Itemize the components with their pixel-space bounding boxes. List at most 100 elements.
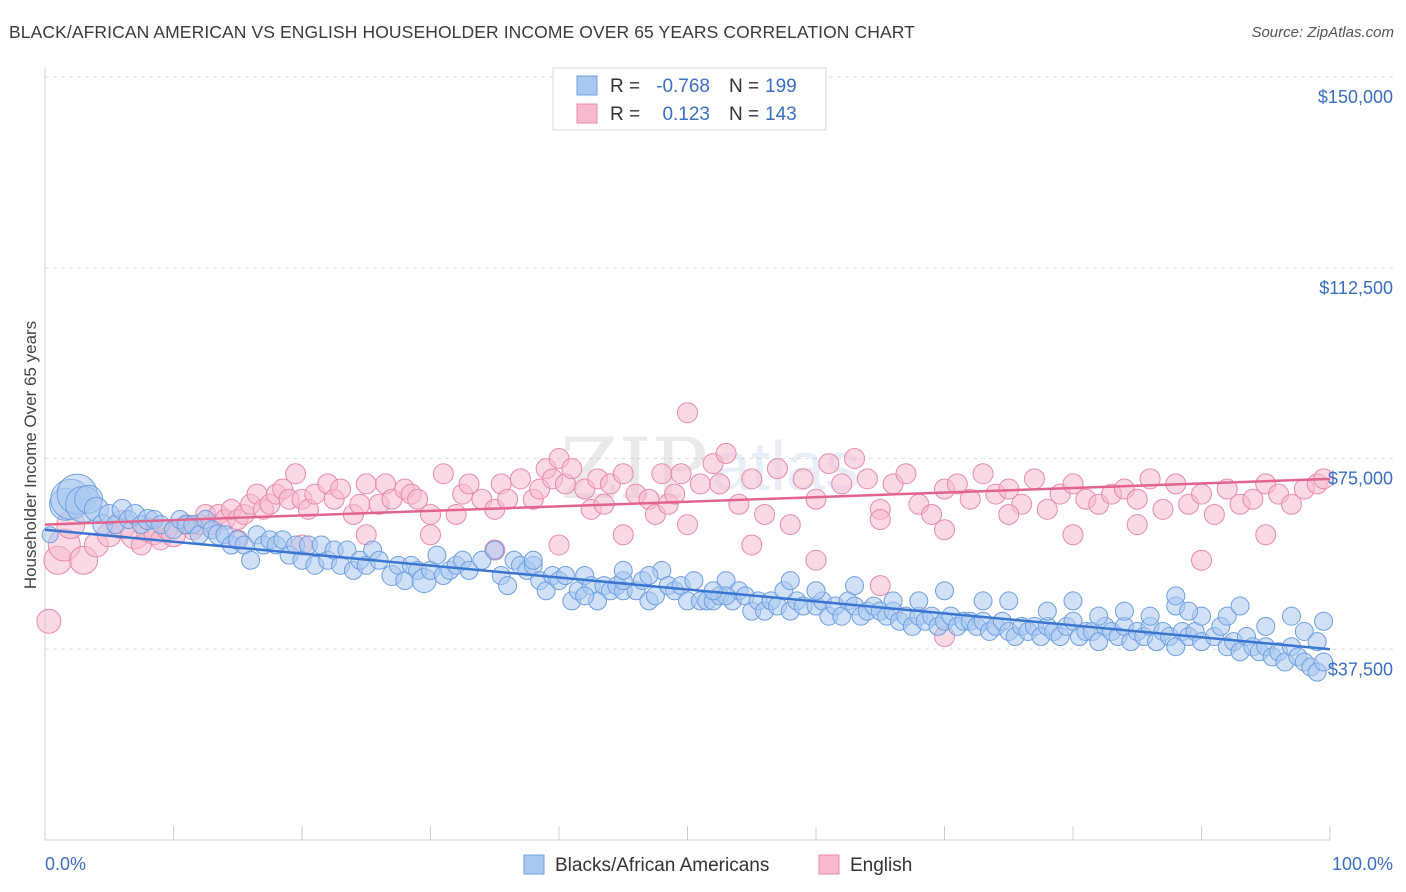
stats-legend: R = -0.768 N = 199 R = 0.123 N = 143 <box>552 67 827 131</box>
stats-legend-n-pink: 143 <box>765 104 797 125</box>
black-african-american-point <box>523 550 543 570</box>
english-point <box>805 549 827 571</box>
black-african-american-point <box>973 591 993 611</box>
english-point <box>445 503 467 525</box>
english-point <box>709 473 731 495</box>
stats-legend-n-blue: 199 <box>765 76 797 97</box>
english-point <box>895 463 917 485</box>
english-point <box>407 488 429 510</box>
english-point <box>677 514 698 536</box>
bottom-legend: Blacks/African Americans English <box>523 854 912 876</box>
x-tick-label-max: 100.0% <box>1332 854 1393 874</box>
black-african-american-point <box>1140 606 1160 626</box>
black-african-american-point <box>1217 606 1237 626</box>
english-point <box>664 483 686 505</box>
black-african-american-point <box>485 540 505 560</box>
y-axis-label: Householder Income Over 65 years <box>21 321 40 589</box>
english-point <box>1152 498 1174 520</box>
black-african-american-point <box>639 565 659 585</box>
stats-legend-pink-swatch <box>576 103 598 124</box>
english-point <box>921 503 943 525</box>
black-african-american-trendline <box>44 528 1331 651</box>
black-african-american-point <box>1314 652 1334 672</box>
stats-legend-blue-swatch <box>576 75 598 96</box>
black-african-american-point <box>613 560 633 580</box>
english-point <box>651 463 673 485</box>
english-point <box>1036 498 1058 520</box>
stats-legend-r-label-pink: R = <box>610 104 640 125</box>
english-point <box>1023 468 1045 490</box>
black-african-american-point <box>241 550 261 570</box>
english-point <box>946 473 968 495</box>
english-point <box>1280 493 1302 515</box>
black-african-american-point <box>498 576 518 596</box>
english-point <box>805 488 827 510</box>
black-african-american-point <box>1114 601 1134 621</box>
english-point <box>548 534 570 556</box>
x-tick-label-min: 0.0% <box>45 854 86 874</box>
english-point <box>561 458 583 480</box>
legend-label-english: English <box>850 855 912 876</box>
black-african-american-point <box>999 591 1019 611</box>
black-african-american-point <box>780 571 800 591</box>
english-point <box>831 473 853 495</box>
english-point <box>612 463 634 485</box>
stats-legend-box <box>552 67 827 131</box>
y-tick-label: $37,500 <box>1328 659 1393 679</box>
legend-label-black-african-americans: Blacks/African Americans <box>555 855 769 876</box>
english-points <box>36 402 1335 648</box>
english-point <box>285 463 307 485</box>
english-point <box>458 473 480 495</box>
english-point <box>844 448 866 469</box>
y-tick-label: $75,000 <box>1328 469 1393 489</box>
black-african-american-point <box>684 571 704 591</box>
black-african-american-point <box>883 591 903 611</box>
legend-swatch-english <box>818 854 840 875</box>
english-point <box>754 503 776 525</box>
black-african-american-point <box>845 576 865 596</box>
y-tick-labels: $37,500 $75,000 $112,500 $150,000 <box>1318 87 1393 679</box>
english-point <box>869 575 891 597</box>
stats-legend-r-blue: -0.768 <box>656 76 710 97</box>
english-point <box>330 478 352 500</box>
english-point <box>349 493 371 515</box>
english-point <box>1255 524 1277 546</box>
english-point <box>420 503 441 525</box>
english-point <box>355 473 377 495</box>
y-tick-label: $112,500 <box>1319 278 1393 298</box>
x-ticks <box>44 826 1331 840</box>
black-african-american-point <box>1179 601 1199 621</box>
stats-legend-r-label-blue: R = <box>610 76 640 97</box>
english-point <box>998 503 1020 525</box>
english-point <box>612 524 634 546</box>
black-african-american-point <box>1166 586 1186 606</box>
black-african-american-point <box>1230 596 1250 616</box>
english-point <box>1191 549 1212 571</box>
black-african-american-point <box>1307 632 1327 652</box>
english-point <box>741 534 763 556</box>
black-african-american-point <box>1256 616 1276 636</box>
black-african-american-point <box>1089 606 1109 626</box>
english-point <box>509 468 531 490</box>
english-point <box>934 519 955 541</box>
english-point <box>1203 503 1225 525</box>
english-point <box>869 509 891 531</box>
english-point <box>792 468 814 490</box>
english-point <box>715 442 737 464</box>
english-point <box>779 514 801 536</box>
black-african-american-point <box>1281 606 1301 626</box>
y-tick-label: $150,000 <box>1318 87 1393 107</box>
chart-title: BLACK/AFRICAN AMERICAN VS ENGLISH HOUSEH… <box>9 22 915 42</box>
english-point <box>972 463 994 485</box>
english-point <box>1242 488 1264 510</box>
legend-swatch-black-african-americans <box>523 854 545 875</box>
english-point <box>728 493 750 515</box>
english-point <box>497 488 519 510</box>
black-african-american-point <box>1037 601 1057 621</box>
black-african-american-point <box>1294 621 1314 641</box>
black-african-american-point <box>909 591 929 611</box>
english-point <box>1126 488 1148 510</box>
chart-source: Source: ZipAtlas.com <box>1251 24 1394 41</box>
black-african-american-point <box>1063 591 1083 611</box>
